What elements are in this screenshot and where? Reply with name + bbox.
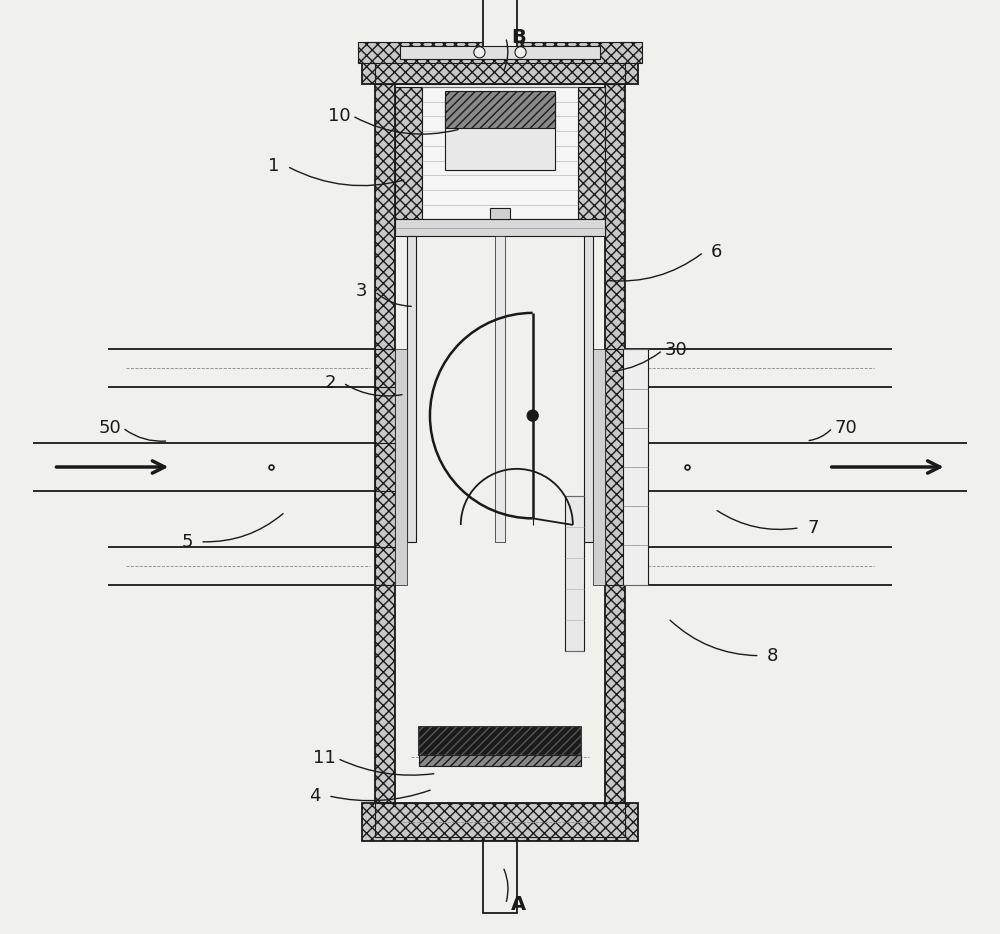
Bar <box>565 496 584 651</box>
Text: 3: 3 <box>356 282 368 301</box>
Bar <box>407 236 416 542</box>
Bar <box>358 42 642 63</box>
Bar <box>375 349 395 585</box>
Text: 2: 2 <box>324 374 336 392</box>
Bar <box>445 91 555 128</box>
Bar <box>33 443 375 491</box>
Text: 11: 11 <box>313 749 336 768</box>
Bar <box>605 84 625 803</box>
Bar <box>584 236 593 542</box>
Circle shape <box>527 410 538 421</box>
Text: A: A <box>511 895 526 913</box>
Bar <box>593 349 605 585</box>
Bar <box>362 47 638 84</box>
Bar <box>445 97 555 170</box>
Bar <box>419 755 581 766</box>
Text: 10: 10 <box>328 106 351 125</box>
Bar <box>395 219 605 236</box>
Bar <box>419 727 581 755</box>
Text: 50: 50 <box>98 418 121 437</box>
Circle shape <box>515 47 526 58</box>
Bar <box>400 46 600 59</box>
Text: 30: 30 <box>664 341 687 360</box>
Bar <box>625 547 892 585</box>
Text: 6: 6 <box>711 243 722 262</box>
Text: 7: 7 <box>807 518 819 537</box>
Text: 4: 4 <box>309 786 321 805</box>
Circle shape <box>474 47 485 58</box>
Text: 70: 70 <box>834 418 857 437</box>
Bar <box>495 236 505 542</box>
Text: 5: 5 <box>181 532 193 551</box>
Bar <box>108 349 375 387</box>
Bar <box>108 547 375 585</box>
Bar <box>395 87 422 219</box>
Bar <box>375 803 625 837</box>
Bar <box>483 0 517 47</box>
Bar <box>375 84 395 803</box>
Bar <box>483 841 517 913</box>
Bar <box>605 349 625 585</box>
Bar <box>395 349 407 585</box>
Bar <box>623 349 648 585</box>
Text: B: B <box>511 28 526 47</box>
Bar <box>362 803 638 841</box>
Bar <box>625 443 967 491</box>
Bar <box>375 50 625 84</box>
Bar <box>625 349 892 387</box>
Bar <box>407 491 593 801</box>
Bar <box>490 208 510 219</box>
Bar <box>422 87 578 219</box>
Bar <box>419 727 581 755</box>
Text: 8: 8 <box>767 646 778 665</box>
Text: 1: 1 <box>268 157 280 176</box>
Bar <box>578 87 605 219</box>
